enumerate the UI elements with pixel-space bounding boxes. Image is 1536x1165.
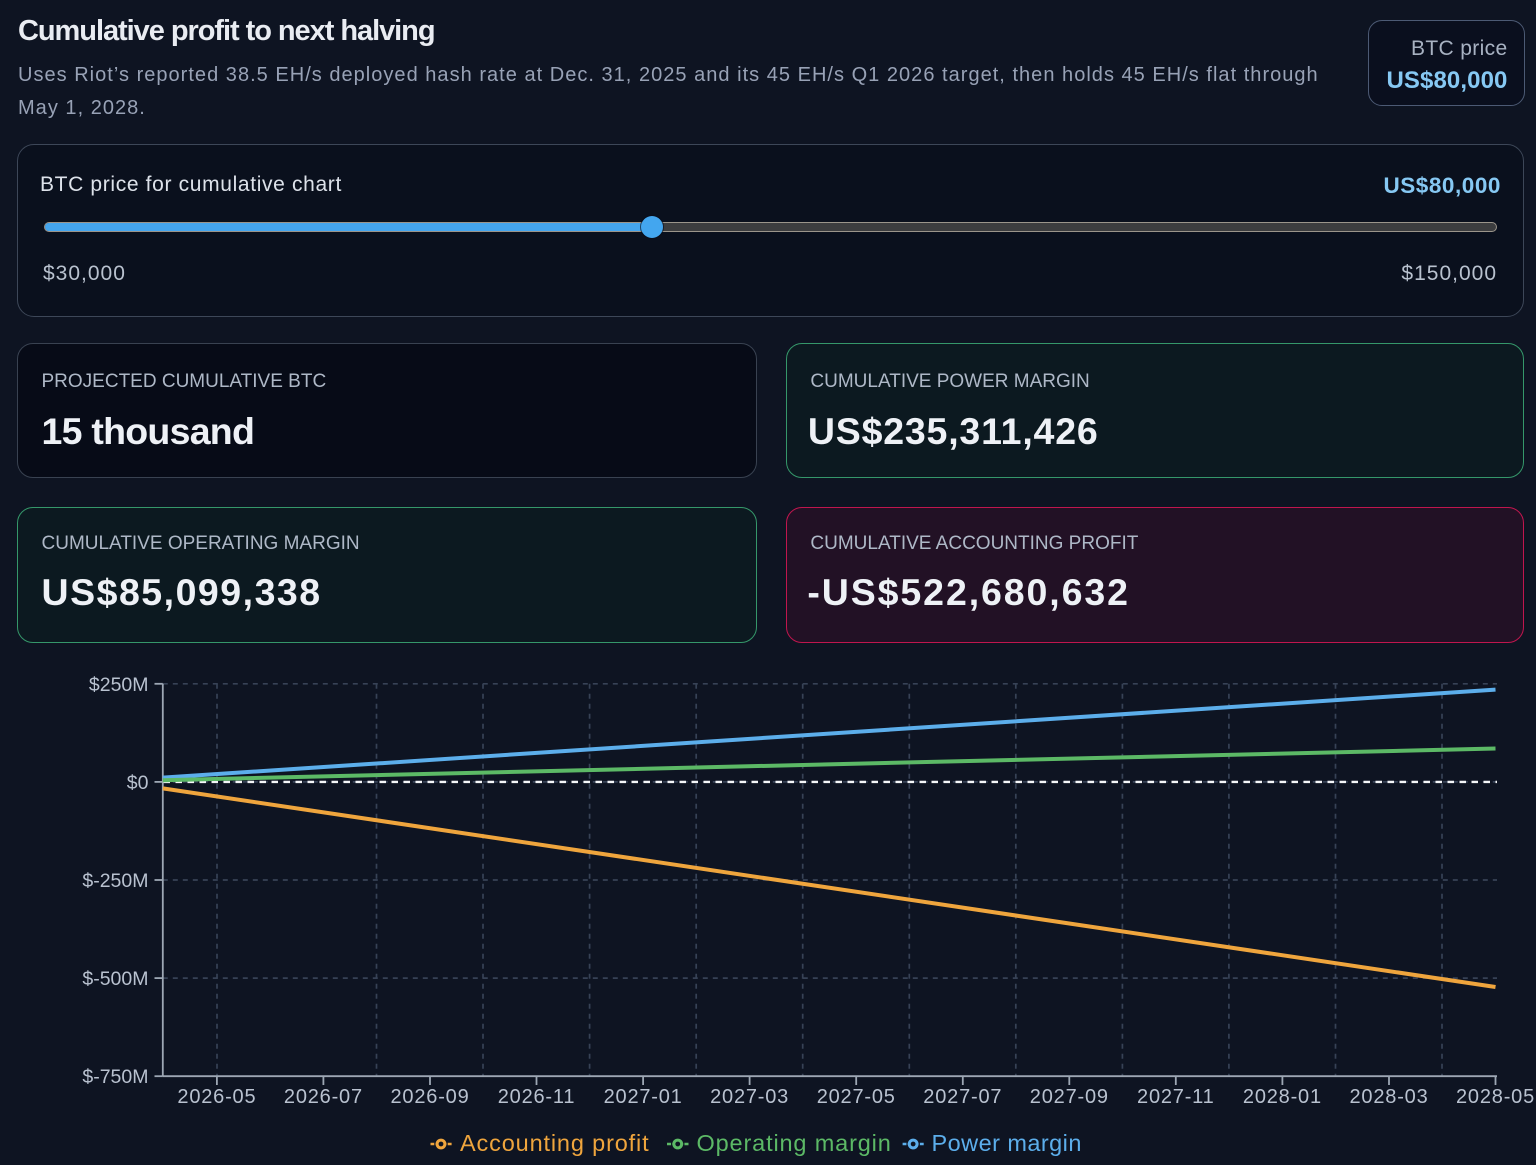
svg-text:$250M: $250M (89, 674, 149, 696)
svg-text:Power margin: Power margin (932, 1130, 1082, 1156)
svg-text:2027-11: 2027-11 (1137, 1086, 1215, 1108)
svg-text:2027-07: 2027-07 (923, 1086, 1002, 1108)
svg-text:2026-11: 2026-11 (498, 1086, 576, 1108)
svg-text:Operating margin: Operating margin (697, 1130, 892, 1156)
svg-text:$-500M: $-500M (82, 968, 148, 990)
svg-text:2026-09: 2026-09 (391, 1086, 470, 1108)
svg-text:2028-03: 2028-03 (1350, 1086, 1429, 1108)
svg-text:2028-01: 2028-01 (1243, 1086, 1322, 1108)
svg-text:2027-01: 2027-01 (604, 1086, 683, 1108)
svg-text:$-250M: $-250M (82, 870, 148, 892)
svg-text:2027-09: 2027-09 (1030, 1086, 1109, 1108)
svg-text:Accounting profit: Accounting profit (460, 1130, 650, 1156)
svg-text:$0: $0 (127, 772, 149, 794)
svg-text:2027-03: 2027-03 (710, 1086, 789, 1108)
svg-text:2026-05: 2026-05 (177, 1086, 256, 1108)
svg-text:$-750M: $-750M (82, 1066, 148, 1088)
svg-text:2026-07: 2026-07 (284, 1086, 363, 1108)
svg-text:2027-05: 2027-05 (817, 1086, 896, 1108)
svg-text:2028-05: 2028-05 (1456, 1086, 1535, 1108)
